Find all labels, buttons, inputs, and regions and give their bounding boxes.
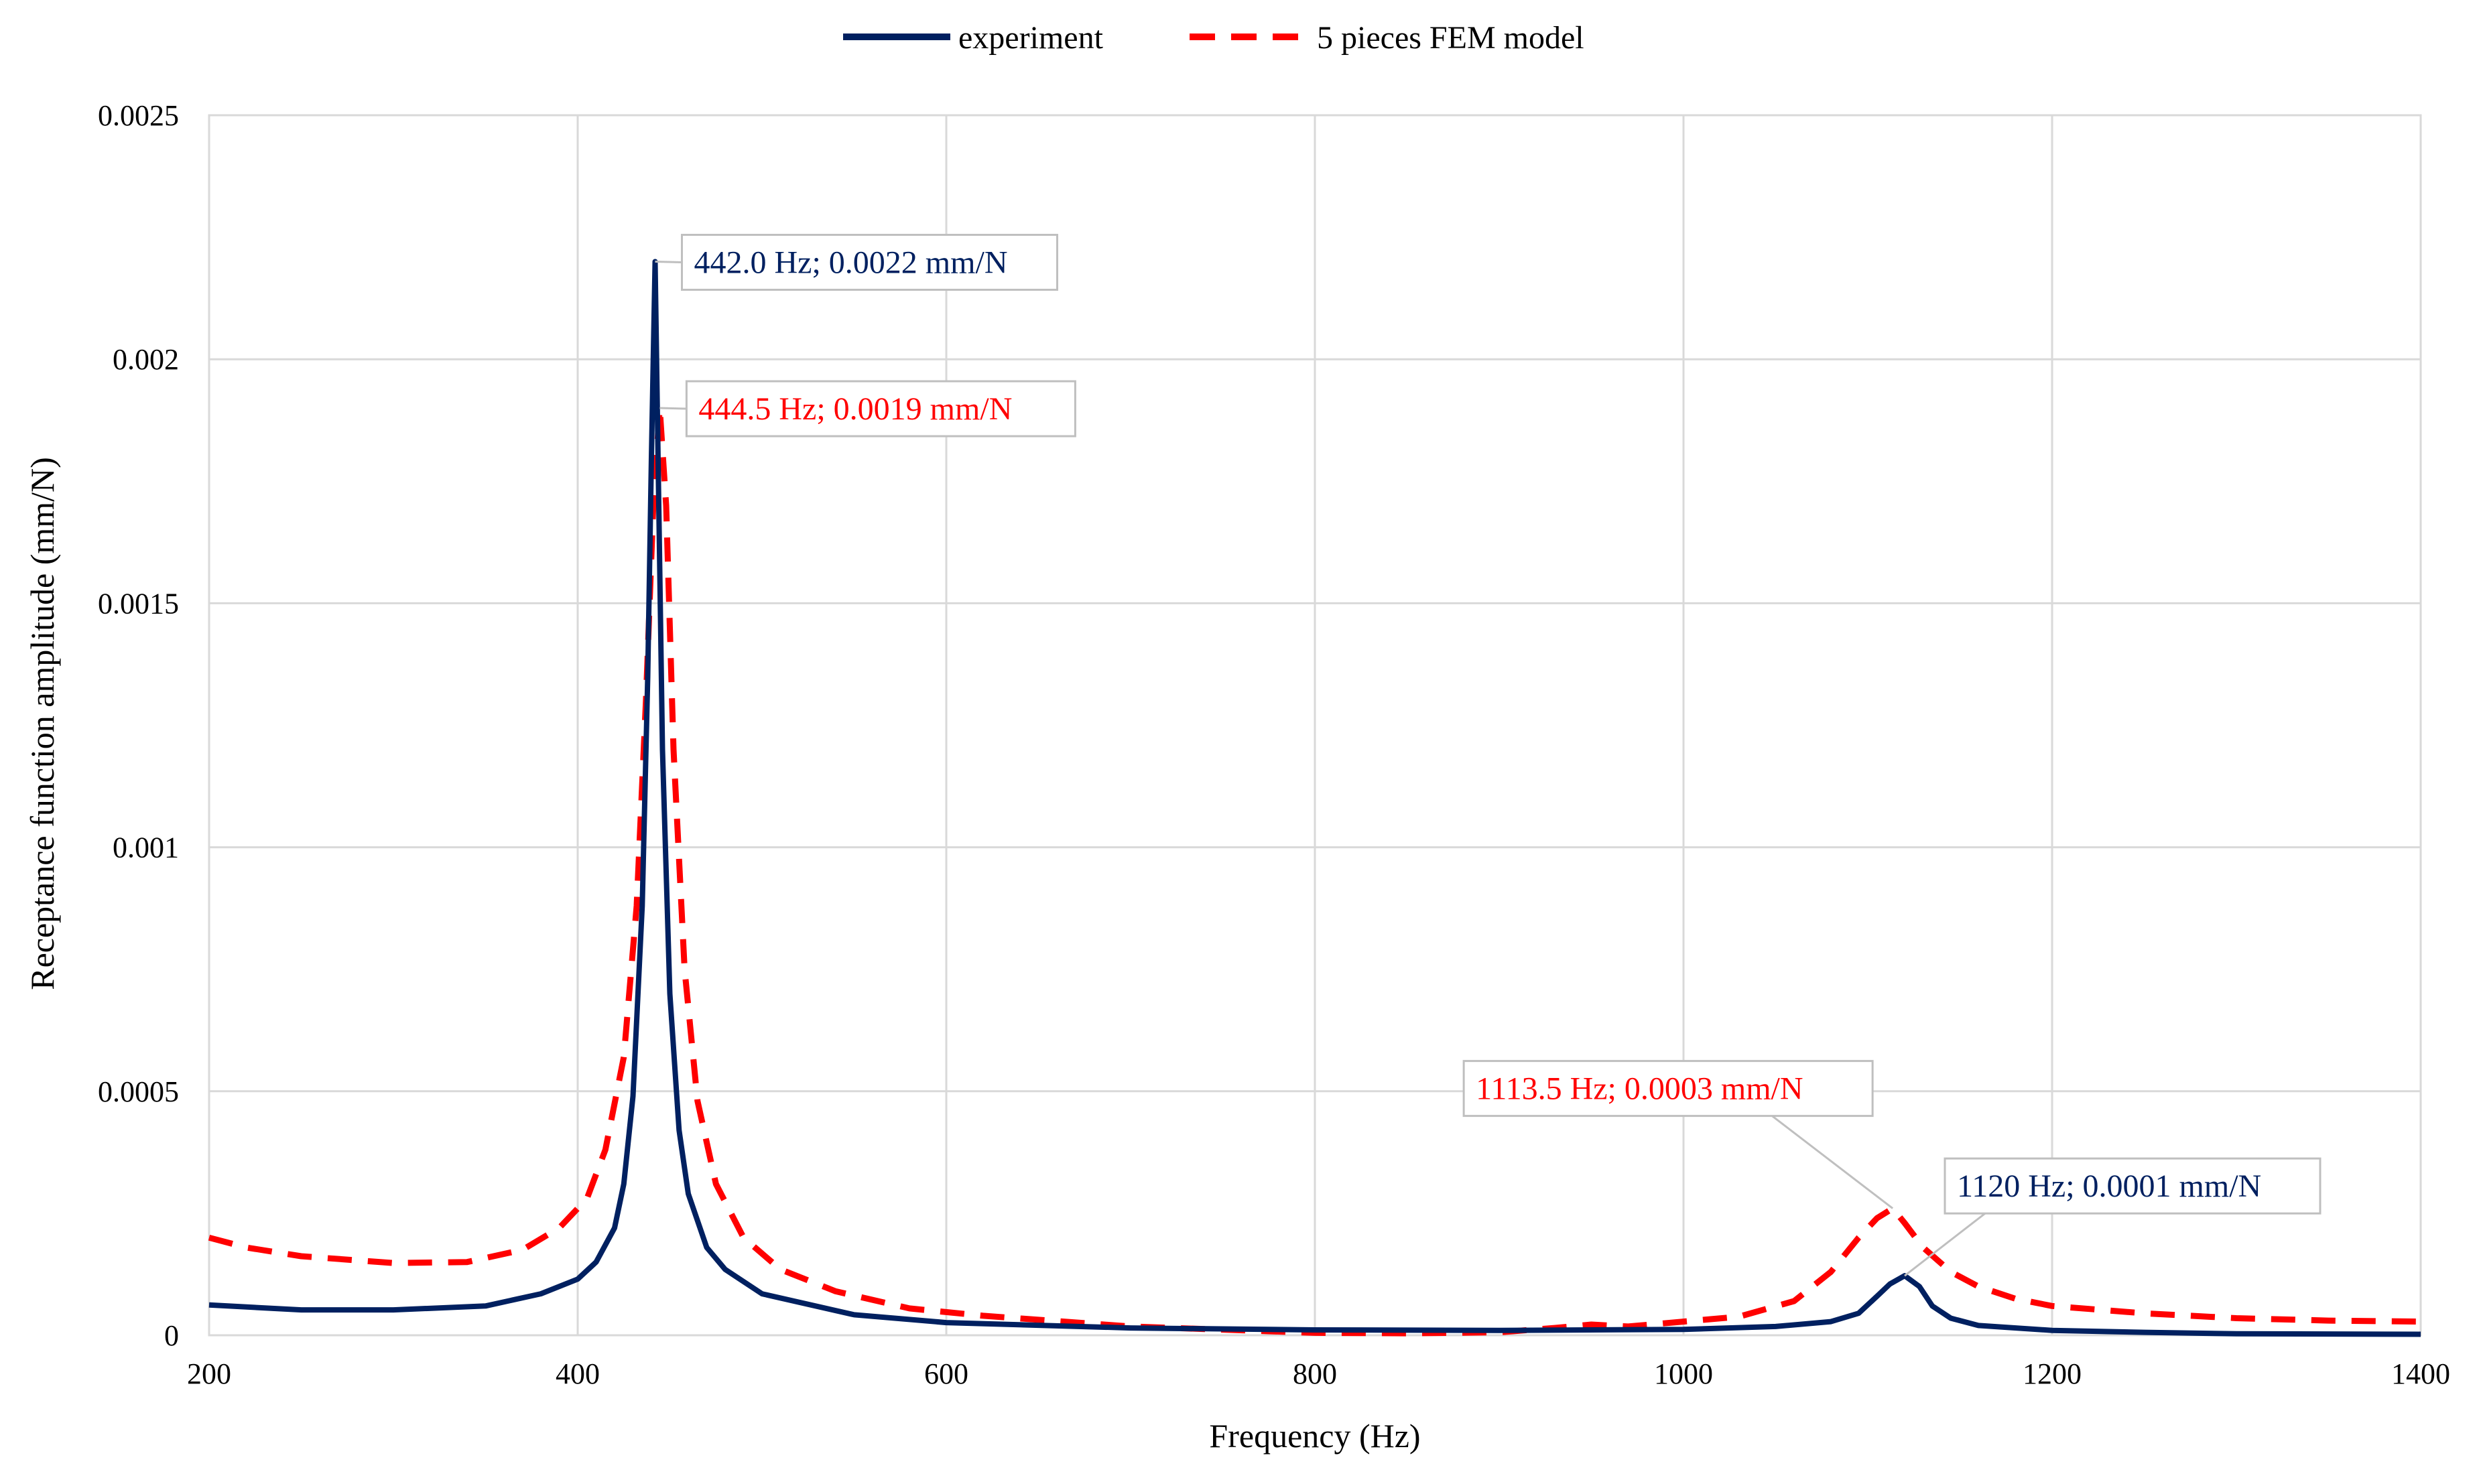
callout-text: 1120 Hz; 0.0001 mm/N xyxy=(1957,1168,2261,1204)
callout-box xyxy=(681,234,1058,291)
callout-leader xyxy=(1904,1212,1986,1277)
callout-box xyxy=(685,380,1076,437)
data-label-callout: 444.5 Hz; 0.0019 mm/N xyxy=(659,380,1076,437)
legend-label-experiment: experiment xyxy=(958,20,1104,56)
x-tick-label: 800 xyxy=(1293,1357,1337,1390)
x-tick-label: 600 xyxy=(924,1357,968,1390)
data-label-callout: 1120 Hz; 0.0001 mm/N xyxy=(1904,1157,2322,1277)
callout-box xyxy=(1462,1060,1874,1118)
callout-leader xyxy=(1771,1115,1894,1209)
y-tick-label: 0.0015 xyxy=(98,587,179,620)
callout-leader xyxy=(655,261,682,264)
series-line-fem-model xyxy=(208,405,2421,1337)
x-tick-label: 1400 xyxy=(2391,1357,2450,1390)
callout-text: 444.5 Hz; 0.0019 mm/N xyxy=(698,391,1012,427)
annotation-layer: 442.0 Hz; 0.0022 mm/N 444.5 Hz; 0.0019 mm… xyxy=(655,234,2322,1277)
callout-leader xyxy=(659,407,687,410)
series-line-experiment xyxy=(208,259,2421,1337)
x-tick-label: 400 xyxy=(556,1357,600,1390)
y-tick-label: 0 xyxy=(164,1319,179,1352)
callout-text: 1113.5 Hz; 0.0003 mm/N xyxy=(1476,1071,1803,1107)
tick-label-layer: 200 400 600 800 1000 1200 1400 0 0.0005 0.001 0.00… xyxy=(98,99,2450,1390)
x-axis-title: Frequency (Hz) xyxy=(1209,1417,1420,1455)
y-tick-label: 0.0025 xyxy=(98,99,179,132)
callout-text: 442.0 Hz; 0.0022 mm/N xyxy=(694,245,1008,281)
x-tick-label: 200 xyxy=(187,1357,231,1390)
y-tick-label: 0.0005 xyxy=(98,1075,179,1108)
x-tick-label: 1200 xyxy=(2023,1357,2082,1390)
y-tick-label: 0.001 xyxy=(113,831,179,864)
y-tick-label: 0.002 xyxy=(113,343,179,376)
x-tick-label: 1000 xyxy=(1654,1357,1713,1390)
series-layer xyxy=(208,259,2421,1337)
y-axis-title: Receptance function amplitude (mm/N) xyxy=(23,457,61,990)
data-label-callout: 442.0 Hz; 0.0022 mm/N xyxy=(655,234,1058,291)
legend: experiment 5 pieces FEM model xyxy=(843,20,1584,56)
grid-layer xyxy=(208,114,2422,1337)
data-label-callout: 1113.5 Hz; 0.0003 mm/N xyxy=(1462,1060,1894,1209)
legend-label-fem-model: 5 pieces FEM model xyxy=(1317,20,1584,56)
callout-box xyxy=(1944,1157,2322,1215)
